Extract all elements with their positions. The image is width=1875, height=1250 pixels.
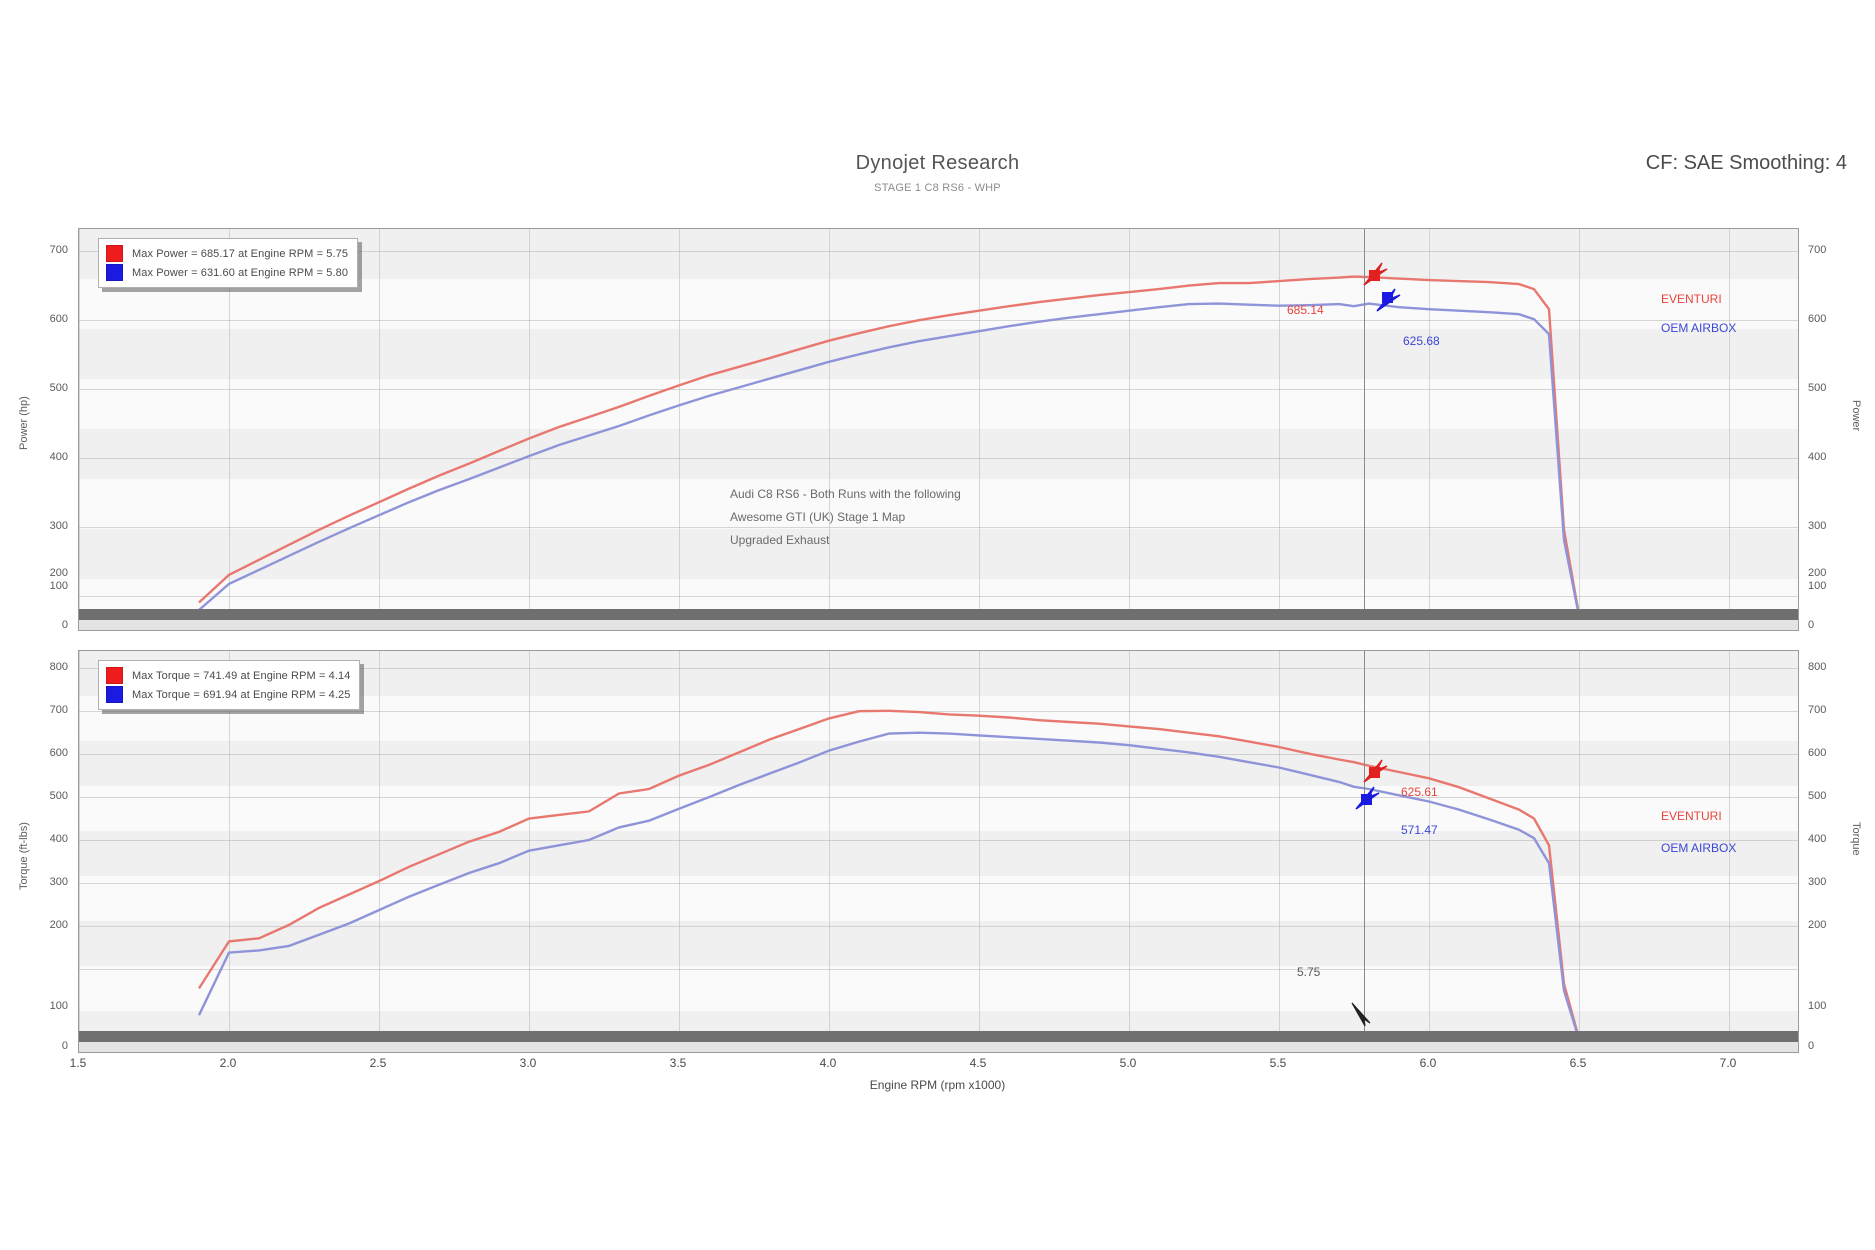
x-axis-tick-10: 6.5 [1569,1056,1587,1070]
power-ytick-right-2: 500 [1808,382,1827,394]
torque-ytick-8: 0 [61,1040,68,1052]
torque-ytick-6: 200 [49,919,68,931]
torque-legend-text-red: Max Torque = 741.49 at Engine RPM = 4.14 [132,669,351,682]
torque-baseline-strip [79,1042,1798,1052]
power-ytick-right-6: 100 [1808,580,1827,592]
x-axis-tick-3: 3.0 [519,1056,537,1070]
torque-chart-frame: 625.61 571.47 EVENTURI OEM AIRBOX 5.75 M… [78,650,1799,1053]
torque-ytick-right-3: 500 [1808,790,1827,802]
power-ytick-right-0: 700 [1808,244,1827,256]
torque-ytick-0: 800 [49,661,68,673]
torque-value-blue: 571.47 [1401,823,1438,837]
legend-swatch-blue-icon [106,686,123,703]
power-ytick-5: 200 [49,567,68,579]
torque-pointer-red-icon [1363,759,1388,783]
x-axis-tick-2: 2.5 [369,1056,387,1070]
power-y-axis-title: Power (hp) [18,396,30,450]
torque-ytick-7: 100 [49,1000,68,1012]
torque-y-axis-title-right: Torque [1850,822,1862,856]
power-plot-area: 685.14 625.68 EVENTURI OEM AIRBOX Audi C… [79,229,1798,630]
power-ytick-right-3: 400 [1808,451,1827,463]
torque-series-label-oem: OEM AIRBOX [1661,841,1737,855]
torque-cursor-line [1364,651,1365,1052]
torque-legend-row-blue: Max Torque = 691.94 at Engine RPM = 4.25 [106,685,350,704]
page-subtitle: STAGE 1 C8 RS6 - WHP [874,182,1001,194]
correction-factor-info: CF: SAE Smoothing: 4 [1645,152,1847,174]
legend-swatch-red-icon [106,667,123,684]
x-axis-tick-5: 4.0 [819,1056,837,1070]
power-ytick-1: 600 [49,313,68,325]
power-pointer-red-icon [1363,262,1388,286]
x-axis-tick-6: 4.5 [969,1056,987,1070]
note-line-1: Audi C8 RS6 - Both Runs with the followi… [730,487,961,501]
power-baseline-bar [79,609,1798,620]
power-value-blue: 625.68 [1403,334,1440,348]
power-legend-row-blue: Max Power = 631.60 at Engine RPM = 5.80 [106,263,348,282]
power-value-red: 685.14 [1287,303,1324,317]
x-axis-tick-8: 5.5 [1269,1056,1287,1070]
torque-ytick-1: 700 [49,704,68,716]
torque-ytick-right-0: 800 [1808,661,1827,673]
torque-cursor-arrow-icon [1351,1002,1371,1027]
torque-ytick-2: 600 [49,747,68,759]
power-ytick-right-4: 300 [1808,520,1827,532]
power-ytick-2: 500 [49,382,68,394]
power-legend: Max Power = 685.17 at Engine RPM = 5.75 … [98,238,359,288]
power-legend-text-red: Max Power = 685.17 at Engine RPM = 5.75 [132,247,349,260]
power-cursor-line [1364,229,1365,630]
note-line-3: Upgraded Exhaust [730,533,830,547]
torque-curves [197,709,1581,1042]
x-axis-tick-0: 1.5 [69,1056,87,1070]
x-axis-title: Engine RPM (rpm x1000) [869,1078,1006,1092]
power-ytick-7: 0 [61,619,68,631]
torque-ytick-right-2: 600 [1808,747,1827,759]
power-curves [198,275,1581,620]
x-axis-tick-9: 6.0 [1419,1056,1437,1070]
power-ytick-6: 100 [49,580,68,592]
power-ytick-right-1: 600 [1808,313,1827,325]
torque-ytick-right-1: 700 [1808,704,1827,716]
power-legend-text-blue: Max Power = 631.60 at Engine RPM = 5.80 [132,266,349,279]
power-pointer-blue-icon [1376,288,1401,312]
legend-swatch-red-icon [106,245,123,262]
torque-plot-area: 625.61 571.47 EVENTURI OEM AIRBOX 5.75 M… [79,651,1798,1052]
torque-value-red: 625.61 [1401,785,1438,799]
torque-ytick-right-8: 0 [1808,1040,1815,1052]
torque-ytick-right-6: 200 [1808,919,1827,931]
power-ytick-3: 400 [49,451,68,463]
x-axis-tick-7: 5.0 [1119,1056,1137,1070]
torque-ytick-4: 400 [49,833,68,845]
x-axis-tick-4: 3.5 [669,1056,687,1070]
note-line-2: Awesome GTI (UK) Stage 1 Map [730,510,906,524]
power-series-label-eventuri: EVENTURI [1661,292,1722,306]
torque-ytick-5: 300 [49,876,68,888]
torque-ytick-right-7: 100 [1808,1000,1827,1012]
torque-cursor-rpm-label: 5.75 [1297,965,1321,979]
torque-legend: Max Torque = 741.49 at Engine RPM = 4.14… [98,660,361,710]
torque-pointer-blue-icon [1355,786,1380,810]
torque-ytick-right-4: 400 [1808,833,1827,845]
torque-ytick-right-5: 300 [1808,876,1827,888]
power-y-axis-title-right: Power [1850,400,1862,432]
power-ytick-right-7: 0 [1808,619,1815,631]
power-legend-row-red: Max Power = 685.17 at Engine RPM = 5.75 [106,244,348,263]
legend-swatch-blue-icon [106,264,123,281]
torque-ytick-3: 500 [49,790,68,802]
x-axis-tick-11: 7.0 [1719,1056,1737,1070]
torque-baseline-bar [79,1031,1798,1042]
power-chart-frame: 685.14 625.68 EVENTURI OEM AIRBOX Audi C… [78,228,1799,631]
torque-legend-row-red: Max Torque = 741.49 at Engine RPM = 4.14 [106,666,350,685]
power-series-label-oem: OEM AIRBOX [1661,321,1737,335]
torque-y-axis-title: Torque (ft-lbs) [18,822,30,890]
power-ytick-right-5: 200 [1808,567,1827,579]
x-axis-tick-1: 2.0 [219,1056,237,1070]
torque-series-label-eventuri: EVENTURI [1661,809,1722,823]
torque-legend-text-blue: Max Torque = 691.94 at Engine RPM = 4.25 [132,688,351,701]
power-ytick-0: 700 [49,244,68,256]
page-title: Dynojet Research [855,152,1020,174]
power-baseline-strip [79,620,1798,630]
power-ytick-4: 300 [49,520,68,532]
